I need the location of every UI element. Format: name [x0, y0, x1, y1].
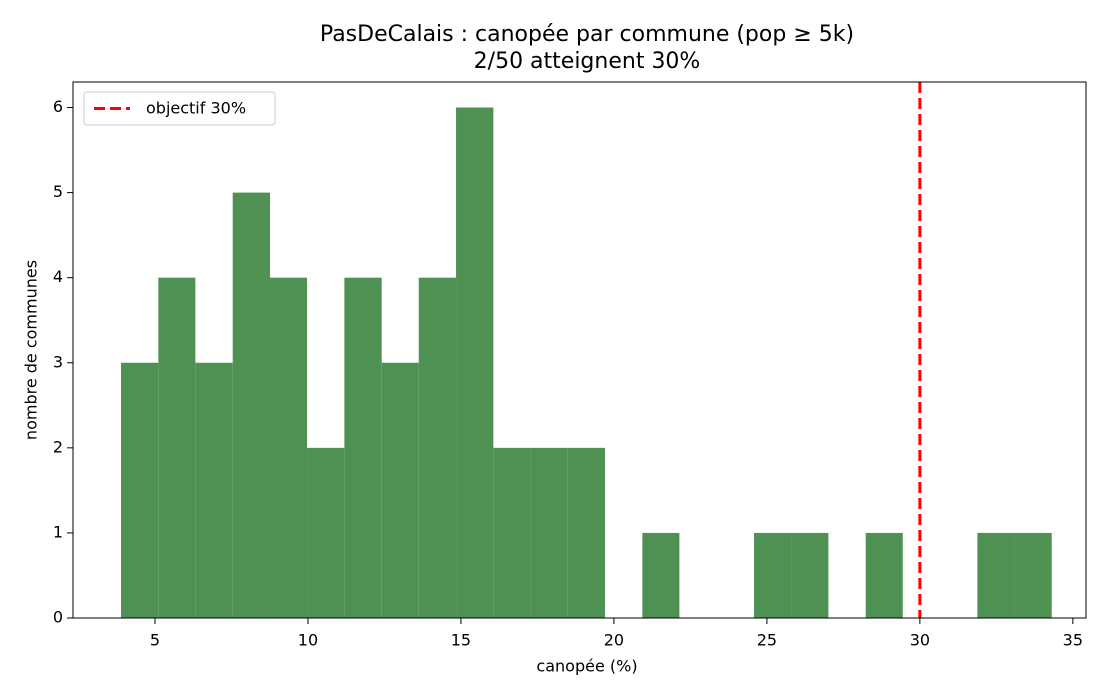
- y-tick-label: 2: [53, 437, 63, 456]
- y-tick-label: 4: [53, 267, 63, 286]
- bar: [307, 447, 345, 618]
- chart-subtitle: 2/50 atteignent 30%: [474, 49, 701, 74]
- bar: [270, 277, 308, 618]
- plot-frame: [72, 81, 1087, 619]
- y-tick-label: 0: [53, 608, 63, 627]
- bar: [418, 277, 457, 618]
- bar: [344, 277, 382, 618]
- bar: [381, 362, 419, 618]
- bar: [642, 532, 680, 618]
- bar: [456, 107, 494, 619]
- bar: [530, 447, 568, 618]
- x-tick-label: 10: [298, 631, 318, 650]
- y-axis-label: nombre de communes: [22, 260, 41, 440]
- bar: [567, 447, 606, 618]
- bar: [121, 362, 159, 618]
- x-tick-label: 35: [1063, 631, 1083, 650]
- x-tick-label: 25: [757, 631, 777, 650]
- y-tick-label: 5: [53, 182, 63, 201]
- legend-label: objectif 30%: [146, 99, 246, 118]
- x-tick-label: 30: [910, 631, 930, 650]
- bar: [195, 362, 233, 618]
- bar: [865, 532, 903, 618]
- chart-title: PasDeCalais : canopée par commune (pop ≥…: [320, 22, 854, 47]
- x-tick-label: 5: [150, 631, 160, 650]
- bar: [977, 532, 1015, 618]
- bar: [493, 447, 531, 618]
- y-tick-label: 3: [53, 352, 63, 371]
- y-tick-label: 6: [53, 97, 63, 116]
- x-tick-label: 15: [451, 631, 471, 650]
- bar: [158, 277, 196, 618]
- legend-box: [83, 91, 276, 126]
- bar: [754, 532, 792, 618]
- bar: [232, 192, 271, 618]
- bar: [1014, 532, 1052, 618]
- y-tick-label: 1: [53, 522, 63, 541]
- x-axis-label: canopée (%): [536, 657, 637, 676]
- x-tick-label: 20: [604, 631, 624, 650]
- bar: [791, 532, 829, 618]
